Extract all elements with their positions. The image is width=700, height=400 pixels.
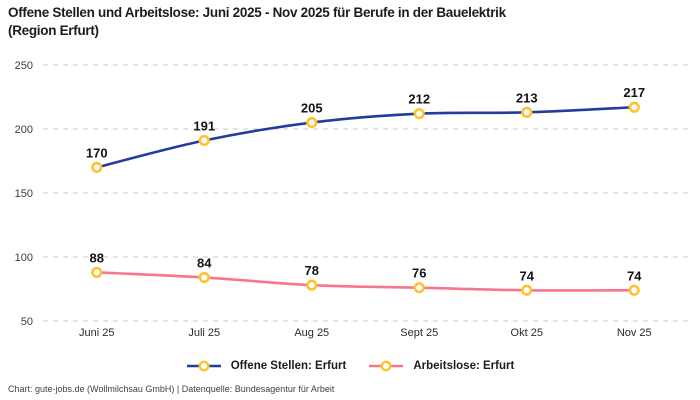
chart-title-line-1: Offene Stellen und Arbeitslose: Juni 202… (8, 5, 506, 20)
data-point-marker[interactable] (198, 271, 210, 284)
y-axis-tick-label: 50 (21, 316, 33, 328)
data-point-marker[interactable] (628, 284, 640, 296)
legend-item-arbeitslose-erfurt[interactable]: Arbeitslose: Erfurt (368, 360, 514, 372)
data-point-marker[interactable] (306, 116, 318, 129)
data-point-marker[interactable] (521, 284, 533, 296)
x-axis-tick-label: Aug 25 (294, 327, 329, 339)
y-axis-tick-label: 150 (15, 188, 33, 200)
data-point-marker[interactable] (628, 101, 640, 113)
data-point-label: 78 (305, 263, 319, 278)
data-point-label: 205 (301, 101, 323, 116)
legend-label: Arbeitslose: Erfurt (413, 360, 515, 372)
data-point-label: 212 (408, 92, 430, 107)
x-axis-tick-label: Juli 25 (188, 327, 220, 339)
data-point-marker[interactable] (91, 161, 103, 173)
data-point-label: 217 (623, 85, 645, 100)
data-point-label: 74 (627, 268, 642, 283)
x-axis-tick-label: Nov 25 (617, 327, 652, 339)
x-axis-tick-label: Sept 25 (400, 327, 438, 339)
x-axis-tick-label: Juni 25 (79, 327, 114, 339)
data-point-label: 191 (193, 119, 215, 134)
data-point-label: 170 (86, 145, 108, 160)
x-axis-tick-label: Okt 25 (511, 327, 543, 339)
chart-footer: Chart: gute-jobs.de (Wollmilchsau GmbH) … (8, 384, 335, 394)
data-point-marker[interactable] (413, 108, 425, 120)
data-point-marker[interactable] (306, 279, 318, 291)
line-chart-plot-area: 50 100 150 200 250 Juni 25 Juli 25 Aug 25 Sept 2… (15, 60, 688, 339)
data-point-marker[interactable] (198, 134, 210, 147)
data-point-label: 88 (90, 250, 104, 265)
data-point-marker[interactable] (413, 282, 425, 294)
chart-title-line-2: (Region Erfurt) (8, 22, 99, 38)
series-line-arbeitslose-erfurt (95, 271, 636, 292)
legend-marker-icon (369, 360, 404, 372)
data-point-marker[interactable] (521, 106, 533, 118)
y-axis-tick-label: 100 (15, 252, 33, 264)
legend-label: Offene Stellen: Erfurt (230, 360, 347, 372)
y-axis-tick-label: 250 (15, 60, 33, 72)
legend-item-offene-stellen-erfurt[interactable]: Offene Stellen: Erfurt (186, 360, 347, 372)
chart-legend: Offene Stellen: Erfurt Arbeitslose: Erfur… (0, 360, 700, 372)
data-point-label: 76 (412, 266, 426, 281)
data-point-label: 84 (197, 255, 212, 270)
data-point-label: 74 (520, 268, 535, 283)
legend-marker-icon (186, 360, 221, 372)
data-point-label: 213 (516, 90, 538, 105)
chart-title: Offene Stellen und Arbeitslose: Juni 202… (8, 4, 506, 39)
y-axis-tick-label: 200 (15, 124, 33, 136)
data-point-marker[interactable] (91, 266, 103, 278)
series-line-offene-stellen-erfurt (95, 105, 636, 169)
